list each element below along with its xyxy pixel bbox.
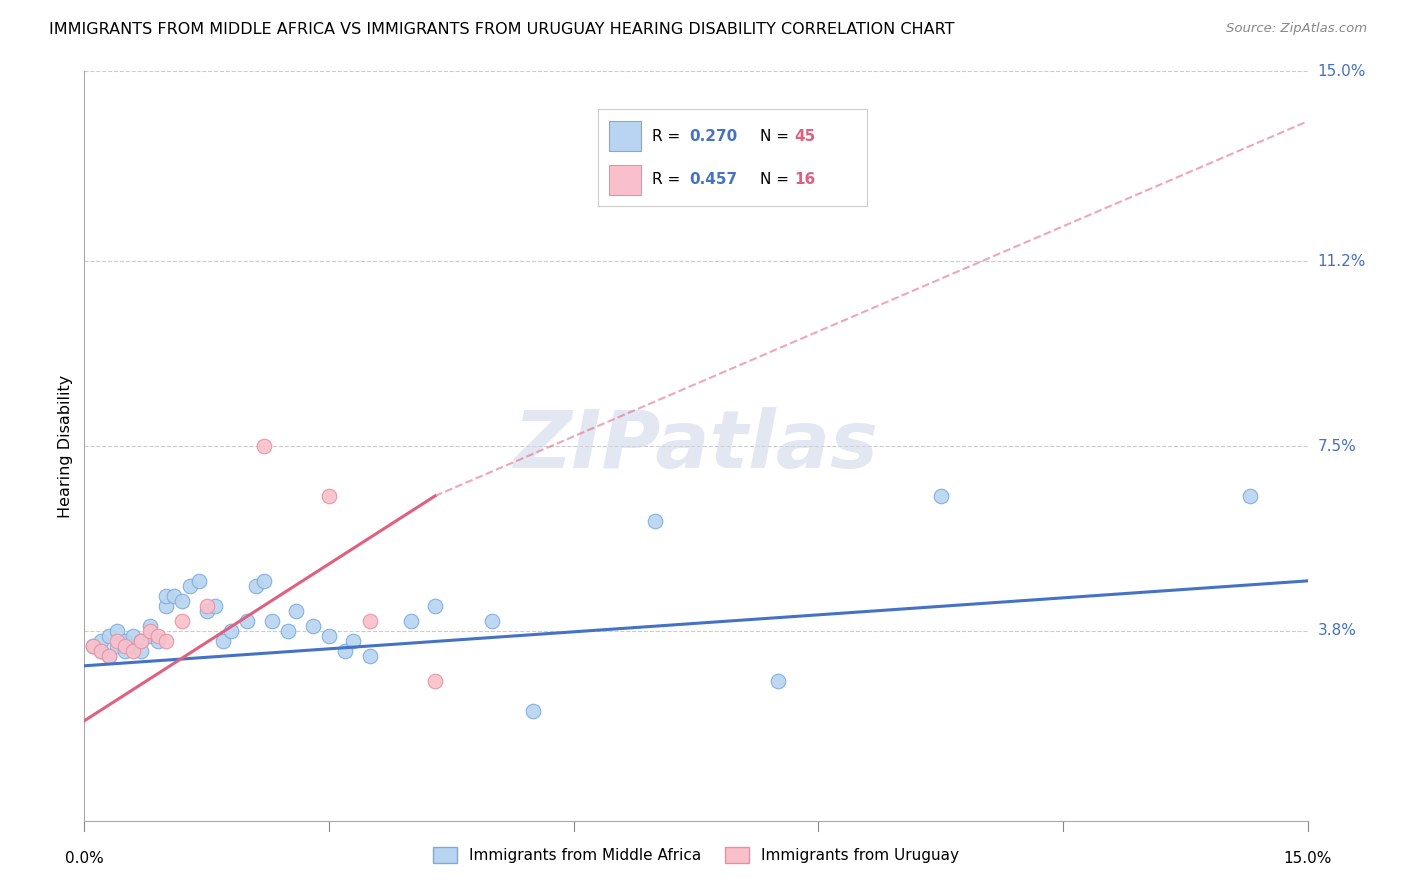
Point [114, 639, 136, 653]
Point [82, 639, 104, 653]
Point [1239, 489, 1261, 503]
Text: 0.0%: 0.0% [65, 851, 104, 865]
Point [97, 629, 120, 643]
Point [260, 614, 283, 628]
Point [245, 579, 267, 593]
Point [335, 644, 357, 658]
Point [318, 629, 340, 643]
Point [90, 633, 112, 648]
Text: 11.2%: 11.2% [1317, 253, 1365, 268]
Point [114, 644, 136, 658]
Point [82, 639, 104, 653]
Legend: Immigrants from Middle Africa, Immigrants from Uruguay: Immigrants from Middle Africa, Immigrant… [426, 841, 966, 869]
Point [187, 574, 209, 588]
Point [423, 673, 446, 688]
Point [195, 599, 218, 613]
Point [399, 614, 422, 628]
Point [122, 629, 145, 643]
Point [155, 589, 177, 603]
Text: 15.0%: 15.0% [1317, 64, 1365, 78]
Point [929, 489, 952, 503]
Text: 15.0%: 15.0% [1284, 851, 1331, 865]
Point [122, 639, 145, 653]
Text: ZIPatlas: ZIPatlas [513, 407, 879, 485]
Point [97, 648, 120, 663]
Point [342, 633, 364, 648]
Text: IMMIGRANTS FROM MIDDLE AFRICA VS IMMIGRANTS FROM URUGUAY HEARING DISABILITY CORR: IMMIGRANTS FROM MIDDLE AFRICA VS IMMIGRA… [49, 22, 955, 37]
Text: 3.8%: 3.8% [1317, 624, 1357, 639]
Point [163, 589, 186, 603]
Point [644, 514, 666, 528]
Y-axis label: Hearing Disability: Hearing Disability [58, 375, 73, 517]
Point [155, 599, 177, 613]
Point [212, 633, 235, 648]
Point [138, 624, 160, 638]
Point [105, 624, 128, 638]
Point [172, 614, 194, 628]
Text: Source: ZipAtlas.com: Source: ZipAtlas.com [1226, 22, 1367, 36]
Point [481, 614, 503, 628]
Point [105, 633, 128, 648]
Point [204, 599, 226, 613]
Point [131, 633, 153, 648]
Point [131, 644, 153, 658]
Point [236, 614, 259, 628]
Point [138, 619, 160, 633]
Point [522, 704, 544, 718]
Point [90, 644, 112, 658]
Point [318, 489, 340, 503]
Point [359, 614, 381, 628]
Point [179, 579, 201, 593]
Point [766, 673, 789, 688]
Point [122, 644, 145, 658]
Point [131, 633, 153, 648]
Point [253, 574, 276, 588]
Point [359, 648, 381, 663]
Point [155, 633, 177, 648]
Point [253, 439, 276, 453]
Point [301, 619, 323, 633]
Point [172, 594, 194, 608]
Point [219, 624, 242, 638]
Point [114, 633, 136, 648]
Point [423, 599, 446, 613]
Point [195, 604, 218, 618]
Point [285, 604, 308, 618]
Point [138, 629, 160, 643]
Point [105, 639, 128, 653]
Point [146, 633, 169, 648]
Point [146, 629, 169, 643]
Point [90, 644, 112, 658]
Point [97, 648, 120, 663]
Text: 7.5%: 7.5% [1317, 439, 1357, 453]
Point [277, 624, 299, 638]
